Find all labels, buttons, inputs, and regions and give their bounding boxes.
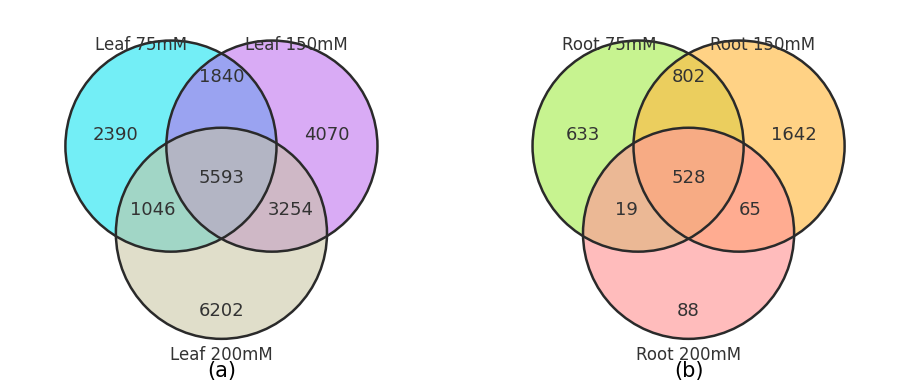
Text: Leaf 75mM: Leaf 75mM — [96, 36, 187, 54]
Text: 19: 19 — [615, 201, 638, 219]
Text: (b): (b) — [673, 361, 703, 381]
Text: 1840: 1840 — [198, 68, 244, 86]
Circle shape — [66, 41, 277, 252]
Text: 2390: 2390 — [93, 126, 138, 144]
Circle shape — [633, 41, 844, 252]
Circle shape — [532, 41, 743, 252]
Text: 802: 802 — [672, 68, 705, 86]
Text: 3254: 3254 — [268, 201, 313, 219]
Circle shape — [583, 128, 794, 339]
Text: 6202: 6202 — [198, 302, 244, 320]
Text: Root 75mM: Root 75mM — [562, 36, 657, 54]
Text: 528: 528 — [672, 169, 706, 187]
Text: 1046: 1046 — [130, 201, 176, 219]
Circle shape — [116, 128, 327, 339]
Text: Leaf 150mM: Leaf 150mM — [245, 36, 348, 54]
Text: 633: 633 — [566, 126, 601, 144]
Circle shape — [167, 41, 378, 252]
Text: 1642: 1642 — [772, 126, 817, 144]
Text: Root 200mM: Root 200mM — [636, 346, 741, 364]
Text: 4070: 4070 — [304, 126, 349, 144]
Text: 5593: 5593 — [198, 169, 245, 187]
Text: 88: 88 — [677, 302, 700, 320]
Text: 65: 65 — [739, 201, 762, 219]
Text: Leaf 200mM: Leaf 200mM — [170, 346, 273, 364]
Text: (a): (a) — [207, 361, 236, 381]
Text: Root 150mM: Root 150mM — [710, 36, 814, 54]
